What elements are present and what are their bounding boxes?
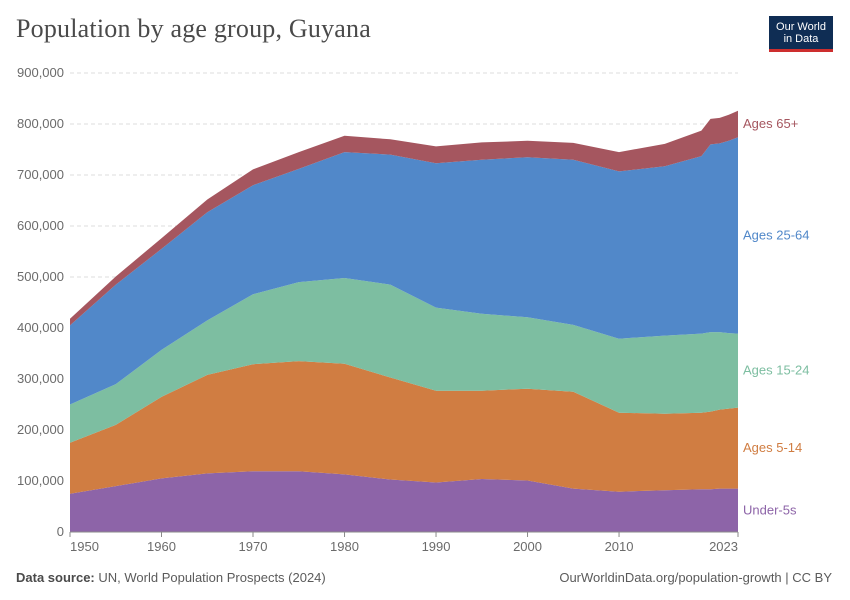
y-tick-label: 100,000 — [17, 473, 64, 488]
area-series-ages-15-24 — [70, 278, 738, 443]
data-source-text: UN, World Population Prospects (2024) — [98, 570, 326, 585]
y-tick-label: 500,000 — [17, 269, 64, 284]
owid-logo[interactable]: Our World in Data — [769, 16, 833, 52]
series-label-under-5s: Under-5s — [743, 502, 797, 517]
y-tick-label: 900,000 — [17, 65, 64, 80]
logo-line-1: Our World — [776, 21, 826, 33]
y-tick-label: 400,000 — [17, 320, 64, 335]
source-url-link[interactable]: OurWorldinData.org/population-growth | C… — [559, 570, 832, 585]
y-tick-label: 0 — [57, 524, 64, 539]
x-tick-label: 2023 — [709, 539, 738, 554]
x-tick-label: 2000 — [513, 539, 542, 554]
area-series-under-5s — [70, 471, 738, 532]
x-tick-label: 1950 — [70, 539, 99, 554]
chart-title: Population by age group, Guyana — [16, 14, 371, 43]
y-tick-label: 300,000 — [17, 371, 64, 386]
y-tick-label: 200,000 — [17, 422, 64, 437]
area-series-ages-25-64 — [70, 137, 738, 405]
y-tick-label: 700,000 — [17, 167, 64, 182]
x-tick-label: 1980 — [330, 539, 359, 554]
area-series-ages-5-14 — [70, 361, 738, 494]
area-series-ages-65- — [70, 110, 738, 326]
series-label-ages-25-64: Ages 25-64 — [743, 227, 810, 242]
data-source-label: Data source: — [16, 570, 95, 585]
x-tick-label: 1990 — [422, 539, 451, 554]
series-label-ages-5-14: Ages 5-14 — [743, 440, 802, 455]
y-tick-label: 600,000 — [17, 218, 64, 233]
data-source: Data source: UN, World Population Prospe… — [16, 570, 326, 585]
x-tick-label: 2010 — [605, 539, 634, 554]
series-label-ages-65-: Ages 65+ — [743, 116, 798, 131]
x-tick-label: 1960 — [147, 539, 176, 554]
logo-line-2: in Data — [783, 33, 819, 45]
x-tick-label: 1970 — [239, 539, 268, 554]
y-tick-label: 800,000 — [17, 116, 64, 131]
series-label-ages-15-24: Ages 15-24 — [743, 363, 810, 378]
